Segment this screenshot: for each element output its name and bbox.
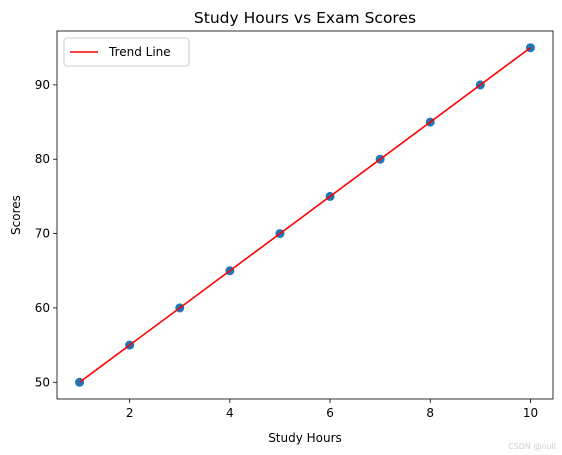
data-layer <box>75 43 535 387</box>
chart-title: Study Hours vs Exam Scores <box>194 9 416 27</box>
plot-frame <box>56 30 554 400</box>
y-tick-label: 90 <box>35 78 50 92</box>
legend-label-trend-line: Trend Line <box>108 45 171 59</box>
x-tick-label: 10 <box>523 406 538 420</box>
watermark: CSDN @null <box>508 442 556 451</box>
x-tick-label: 6 <box>326 406 334 420</box>
y-tick-label: 50 <box>35 375 50 389</box>
x-tick-label: 4 <box>226 406 234 420</box>
legend-box <box>63 37 190 67</box>
y-tick-label: 60 <box>35 301 50 315</box>
y-tick-label: 80 <box>35 152 50 166</box>
legend: Trend Line <box>63 37 190 67</box>
x-tick-label: 8 <box>426 406 434 420</box>
x-tick-label: 2 <box>126 406 134 420</box>
y-axis-label: Scores <box>9 195 23 235</box>
y-tick-label: 70 <box>35 227 50 241</box>
trend-line <box>79 47 531 383</box>
axis-ticks: 2 4 6 8 10 50 60 70 80 90 <box>35 78 538 420</box>
x-axis-label: Study Hours <box>268 431 342 445</box>
